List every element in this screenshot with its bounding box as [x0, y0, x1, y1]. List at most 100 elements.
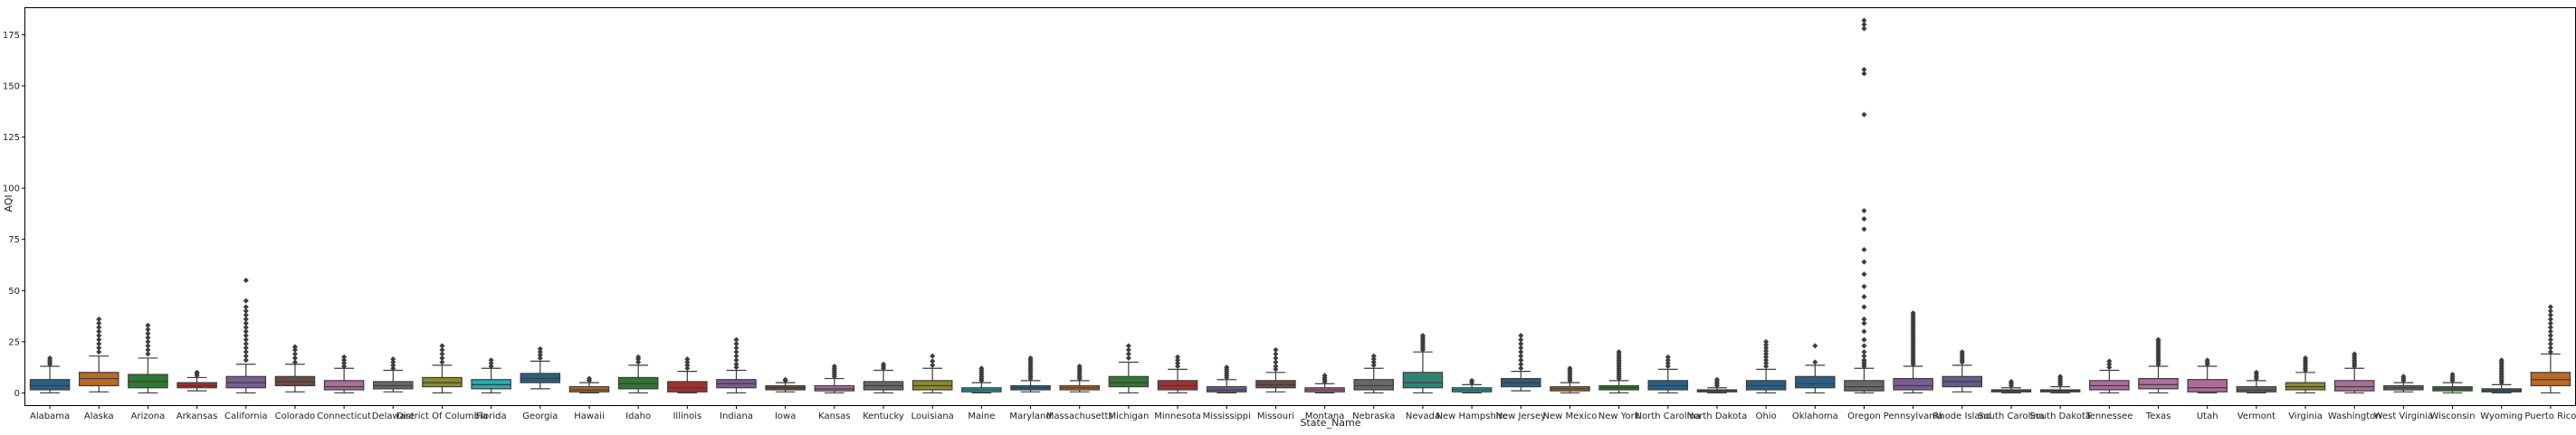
x-tick-label: California	[224, 411, 268, 421]
box-group	[568, 375, 610, 394]
outlier-point	[1273, 366, 1279, 373]
x-tick-label: Michigan	[1108, 411, 1149, 421]
outlier-point	[1125, 346, 1131, 353]
outlier-point	[1273, 363, 1279, 370]
x-tick-label: Arkansas	[177, 411, 218, 421]
outlier-point	[145, 326, 151, 333]
outlier-point	[733, 345, 739, 351]
outlier-point	[243, 357, 249, 364]
outlier-point	[1861, 328, 1867, 335]
outlier-point	[2547, 312, 2553, 318]
outlier-point	[1665, 363, 1671, 370]
x-tick-label: Nebraska	[1352, 411, 1395, 421]
outlier-point	[2547, 341, 2553, 347]
outlier-point	[96, 349, 102, 355]
box-iqr	[1108, 375, 1150, 388]
outlier-point	[488, 363, 494, 370]
outlier-point	[684, 365, 691, 372]
outlier-point	[1861, 271, 1867, 278]
box-group	[1255, 346, 1296, 392]
outlier-point	[1812, 359, 1818, 365]
box-group	[1844, 17, 1884, 394]
outlier-point	[1763, 351, 1770, 357]
outlier-point	[1861, 71, 1867, 77]
outlier-point	[2547, 349, 2553, 355]
outlier-point	[390, 356, 396, 363]
box-group	[1795, 343, 1836, 394]
box-iqr	[1844, 380, 1884, 392]
outlier-point	[1321, 373, 1328, 379]
outlier-point	[1273, 351, 1279, 357]
outlier-point	[1861, 259, 1867, 265]
outlier-point	[341, 354, 348, 360]
box-group	[863, 361, 904, 394]
box-group	[78, 316, 119, 392]
outlier-point	[1861, 208, 1867, 214]
box-group	[373, 356, 414, 392]
y-tick-label: 175	[3, 31, 20, 41]
x-tick-label: Puerto Rico	[2524, 411, 2576, 421]
outlier-point	[1861, 353, 1867, 359]
outlier-point	[96, 336, 102, 343]
outlier-point	[1763, 338, 1770, 345]
outlier-point	[733, 341, 739, 347]
outlier-point	[1027, 355, 1034, 361]
outlier-point	[1125, 351, 1131, 357]
outlier-point	[145, 338, 151, 345]
box-group	[765, 376, 806, 392]
outlier-point	[1861, 357, 1867, 364]
outlier-point	[1763, 345, 1770, 351]
outlier-point	[1370, 359, 1377, 365]
outlier-point	[1273, 355, 1279, 361]
outlier-point	[243, 336, 249, 343]
outlier-point	[2400, 374, 2407, 380]
box-group	[1696, 376, 1738, 394]
box-group	[716, 336, 757, 394]
outlier-point	[1763, 360, 1770, 366]
outlier-point	[439, 343, 445, 349]
outlier-point	[881, 361, 887, 367]
box-iqr	[2333, 380, 2375, 392]
outlier-point	[733, 336, 739, 343]
box-group	[1893, 310, 1933, 394]
y-tick-label: 150	[3, 81, 20, 91]
box-iqr	[323, 380, 365, 391]
outlier-point	[1861, 304, 1867, 310]
outlier-point	[2547, 316, 2553, 322]
x-tick-label: Delaware	[372, 411, 415, 421]
outlier-point	[684, 362, 691, 368]
outlier-point	[733, 353, 739, 359]
y-tick-label: 25	[8, 337, 20, 347]
outlier-point	[1175, 354, 1181, 360]
outlier-point	[1861, 22, 1867, 28]
x-tick-label: Oregon	[1847, 411, 1881, 421]
box-group	[2432, 372, 2473, 394]
outlier-point	[1518, 341, 1524, 347]
x-tick-label: Ohio	[1756, 411, 1777, 421]
outlier-point	[2155, 336, 2161, 343]
outlier-point	[1125, 355, 1131, 361]
x-tick-label: Minnesota	[1154, 411, 1201, 421]
box-group	[814, 363, 855, 394]
box-group	[2333, 351, 2375, 394]
x-axis-label: State_Name	[1300, 417, 1360, 429]
box-group	[1745, 338, 1787, 394]
outlier-point	[243, 312, 249, 318]
outlier-point	[1616, 349, 1622, 355]
outlier-point	[243, 333, 249, 339]
outlier-point	[2498, 357, 2504, 364]
x-tick-label: Alabama	[30, 411, 70, 421]
outlier-point	[537, 345, 543, 352]
outlier-point	[1861, 216, 1867, 222]
box-iqr	[1893, 377, 1933, 391]
outlier-point	[635, 359, 642, 365]
outlier-point	[1567, 365, 1573, 372]
box-group	[961, 365, 1002, 394]
plot-frame	[24, 7, 2576, 406]
outlier-point	[291, 346, 298, 353]
x-tick-label: Georgia	[522, 411, 558, 421]
box-iqr	[667, 381, 708, 392]
box-group	[1157, 354, 1198, 394]
x-tick-label: Vermont	[2237, 411, 2275, 421]
